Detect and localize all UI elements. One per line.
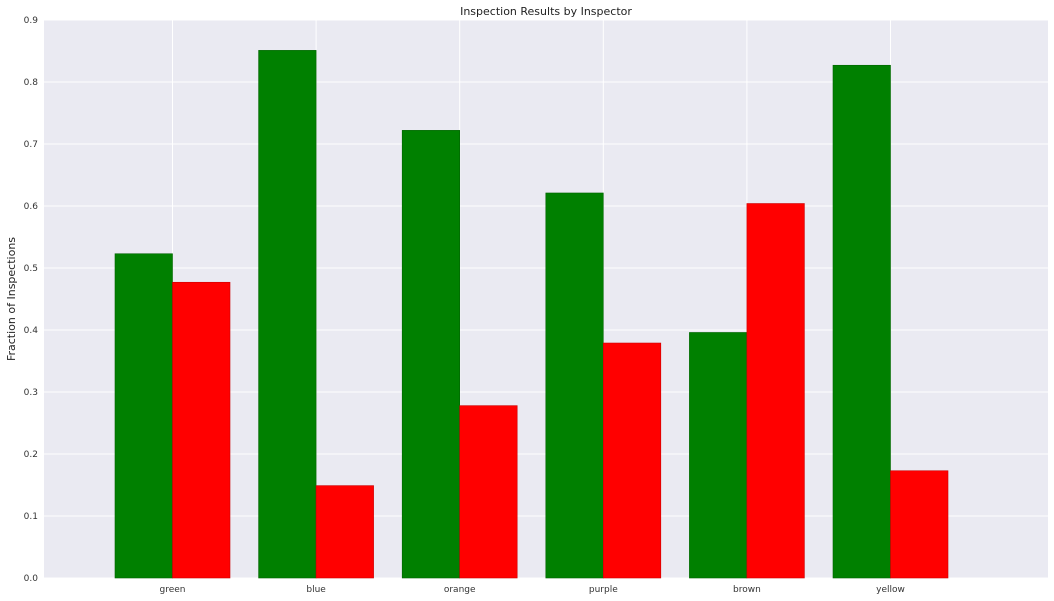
y-tick-label: 0.1: [24, 512, 38, 522]
bar-blue-series-2: [315, 485, 374, 579]
x-tick-label: green: [160, 585, 186, 595]
y-tick-label: 0.3: [24, 388, 38, 398]
bar-purple-series-1: [545, 192, 604, 579]
chart-title: Inspection Results by Inspector: [460, 5, 632, 18]
y-tick-label: 0.4: [24, 326, 39, 336]
y-tick-label: 0.5: [24, 264, 38, 274]
bar-purple-series-2: [602, 342, 662, 579]
y-tick-label: 0.7: [24, 140, 38, 150]
bar-green-series-1: [114, 253, 173, 579]
bar-orange-series-2: [459, 405, 518, 579]
x-tick-label: brown: [733, 585, 761, 595]
bar-orange-series-1: [401, 130, 461, 579]
x-tick-labels: green blue orange purple brown yellow: [160, 585, 905, 595]
x-tick-label: orange: [444, 585, 476, 595]
y-tick-label: 0.0: [24, 574, 39, 584]
y-tick-label: 0.2: [24, 450, 38, 460]
y-tick-label: 0.9: [24, 16, 39, 26]
x-tick-label: blue: [306, 585, 326, 595]
x-tick-label: purple: [589, 585, 618, 595]
y-tick-labels: 0.0 0.1 0.2 0.3 0.4 0.5 0.6 0.7 0.8 0.9: [24, 16, 39, 584]
bar-brown-series-2: [746, 203, 805, 579]
bar-green-series-2: [172, 281, 231, 579]
bar-brown-series-1: [689, 332, 748, 579]
y-axis-label: Fraction of Inspections: [5, 237, 18, 361]
y-tick-label: 0.8: [24, 78, 39, 88]
x-tick-label: yellow: [876, 585, 905, 595]
bars: [114, 50, 949, 579]
y-tick-label: 0.6: [24, 202, 39, 212]
bar-yellow-series-1: [832, 64, 891, 579]
bar-blue-series-1: [258, 50, 317, 579]
bar-yellow-series-2: [890, 470, 949, 579]
